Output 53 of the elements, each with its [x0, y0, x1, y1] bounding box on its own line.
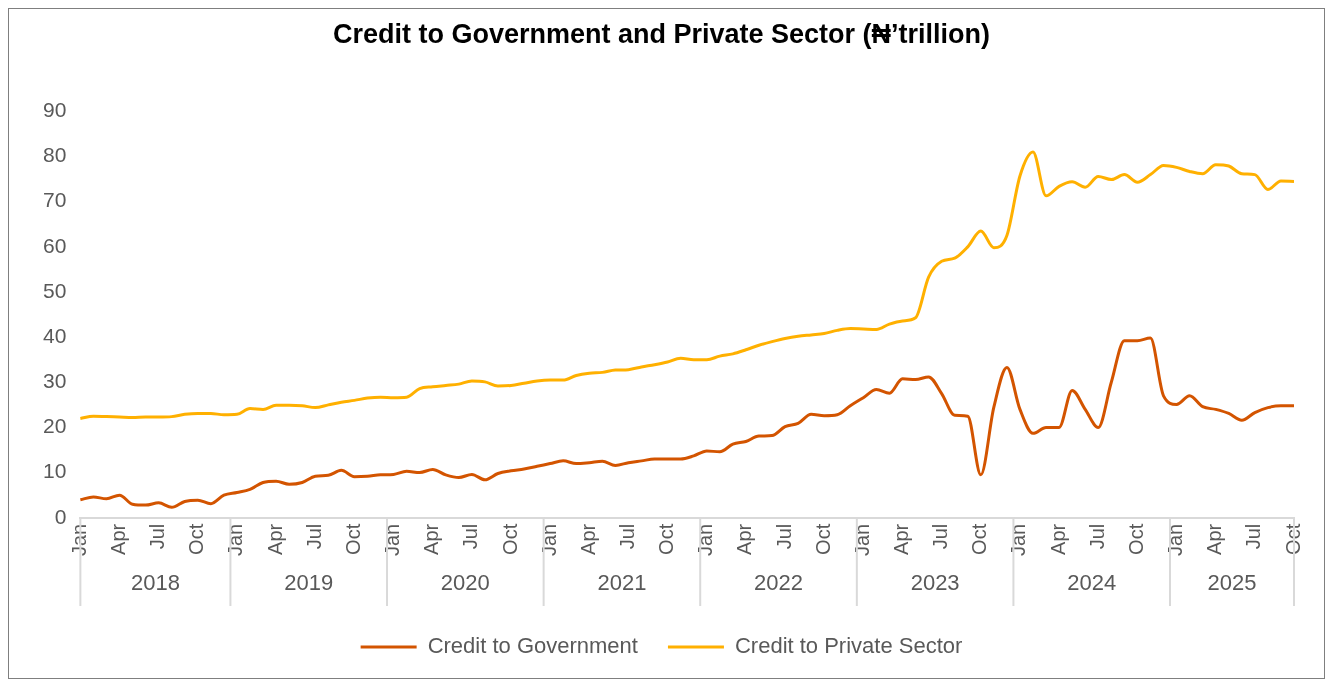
x-tick-label: Oct	[341, 523, 364, 555]
chart-title: Credit to Government and Private Sector (₦’trillion)	[332, 18, 991, 49]
y-tick-label: 40	[43, 323, 67, 347]
text: 2022	[754, 570, 804, 596]
x-tick-label: Jan	[381, 523, 404, 556]
x-tick-label: Oct	[498, 523, 521, 555]
text: 2018	[130, 570, 180, 596]
x-tick-label: Jul	[1242, 523, 1265, 550]
x-tick-label: Apr	[1203, 523, 1226, 555]
x-tick-label: Jul	[146, 523, 169, 550]
text: 2023	[910, 570, 960, 596]
y-tick-label: 10	[43, 459, 67, 483]
x-tick-label: Jul	[459, 523, 482, 550]
x-tick-label: Oct	[1124, 523, 1147, 555]
text: 2020	[440, 570, 490, 596]
y-tick-label: 90	[43, 98, 67, 122]
x-tick-label: Apr	[420, 523, 443, 555]
x-tick-label: Jan	[1007, 523, 1030, 556]
x-tick-label: Oct	[811, 523, 834, 555]
x-tick-label: Apr	[890, 523, 913, 555]
legend-label: Credit to Private Sector	[734, 633, 963, 659]
y-tick-label: 60	[43, 233, 67, 257]
x-tick-label: Jul	[929, 523, 952, 550]
y-tick-label: 70	[43, 188, 67, 212]
x-tick-label: Jan	[224, 523, 247, 556]
x-tick-label: Jul	[772, 523, 795, 550]
text: 2019	[284, 570, 334, 596]
line-series	[78, 150, 1296, 420]
y-tick-label: 0	[54, 504, 67, 528]
y-tick-label: 80	[43, 143, 67, 167]
x-tick-label: Jan	[537, 523, 560, 556]
x-tick-label: Oct	[655, 523, 678, 555]
text: 2025	[1207, 570, 1257, 596]
x-tick-label: Jan	[850, 523, 873, 556]
x-tick-label: Jul	[1085, 523, 1108, 550]
text: 2021	[597, 570, 647, 596]
x-tick-label: Jul	[302, 523, 325, 550]
x-tick-label: Jul	[615, 523, 638, 550]
y-tick-label: 50	[43, 278, 67, 302]
x-tick-label: Jan	[1164, 523, 1187, 556]
legend-label: Credit to Government	[427, 633, 638, 659]
x-tick-label: Oct	[968, 523, 991, 555]
x-tick-label: Apr	[576, 523, 599, 555]
x-tick-label: Apr	[1046, 523, 1069, 555]
text: 2024	[1067, 570, 1117, 596]
x-tick-label: Apr	[263, 523, 286, 555]
y-tick-label: 20	[43, 414, 67, 438]
line-series	[78, 336, 1296, 509]
x-tick-label: Apr	[107, 523, 130, 555]
x-tick-label: Oct	[185, 523, 208, 555]
x-tick-label: Jan	[694, 523, 717, 556]
y-tick-label: 30	[43, 369, 67, 393]
x-tick-label: Apr	[733, 523, 756, 555]
